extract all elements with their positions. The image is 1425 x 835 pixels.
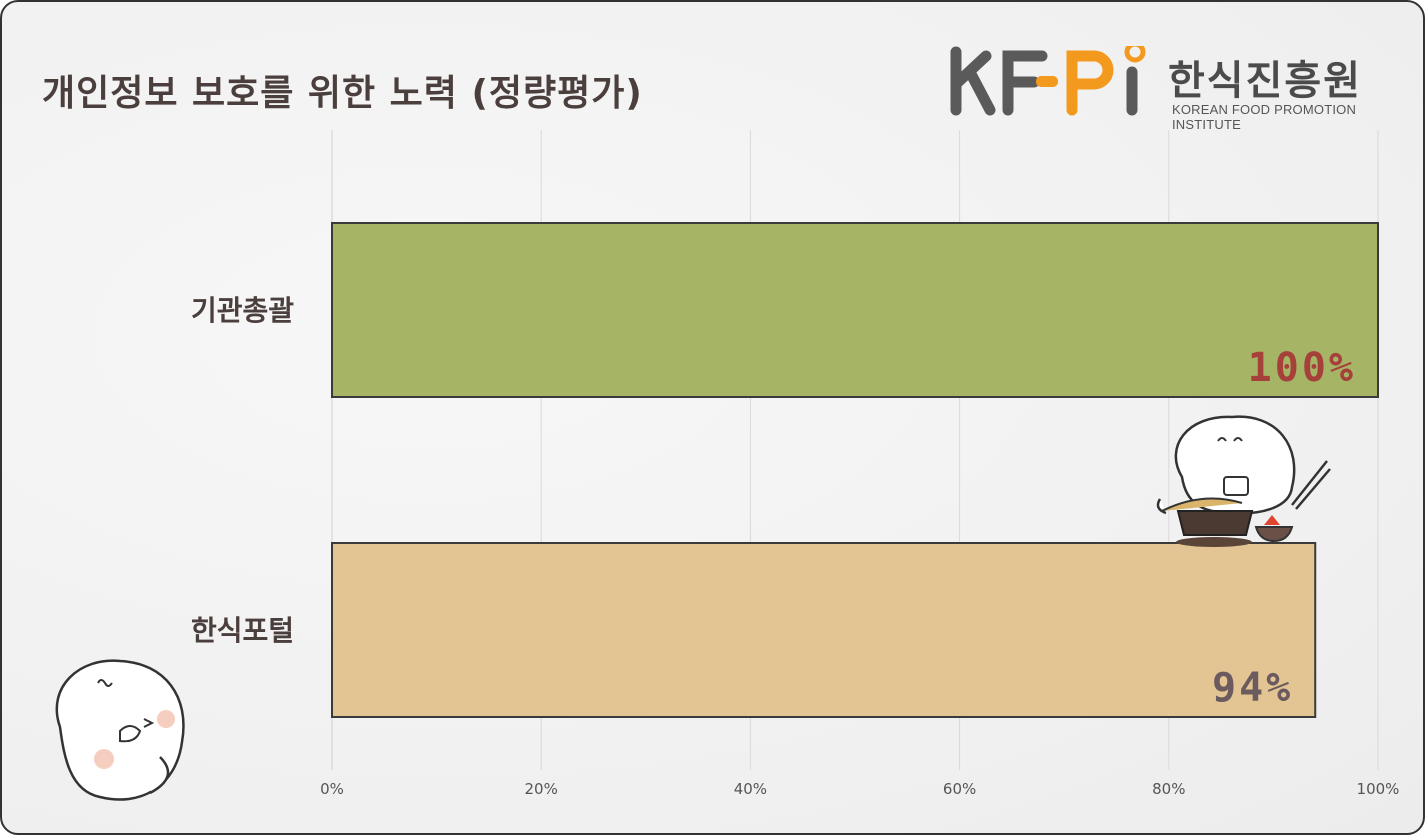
x-tick-label: 80% <box>1152 780 1185 798</box>
x-tick-label: 100% <box>1357 780 1400 798</box>
logo-english-name: KOREAN FOOD PROMOTION INSTITUTE <box>1172 102 1357 132</box>
x-tick-label: 20% <box>525 780 558 798</box>
rice-mascot-illustration <box>55 659 185 801</box>
data-label: 100% <box>1248 345 1356 391</box>
kfpi-logo: 한식진흥원 KOREAN FOOD PROMOTION INSTITUTE <box>950 24 1390 132</box>
category-label: 한식포털 <box>191 614 294 647</box>
x-tick-label: 60% <box>943 780 976 798</box>
bar <box>331 222 1379 398</box>
x-tick-label: 40% <box>734 780 767 798</box>
data-label: 94% <box>1212 665 1293 711</box>
x-tick-label: 0% <box>320 780 344 798</box>
kfpi-logo-mark <box>950 46 1146 116</box>
logo-korean-name: 한식진흥원 <box>1168 58 1362 104</box>
rice-mascot-eating-illustration <box>1156 415 1331 547</box>
category-label: 기관총괄 <box>191 294 294 327</box>
bar <box>331 542 1317 718</box>
chart-title: 개인정보 보호를 위한 노력 (정량평가) <box>42 73 643 114</box>
